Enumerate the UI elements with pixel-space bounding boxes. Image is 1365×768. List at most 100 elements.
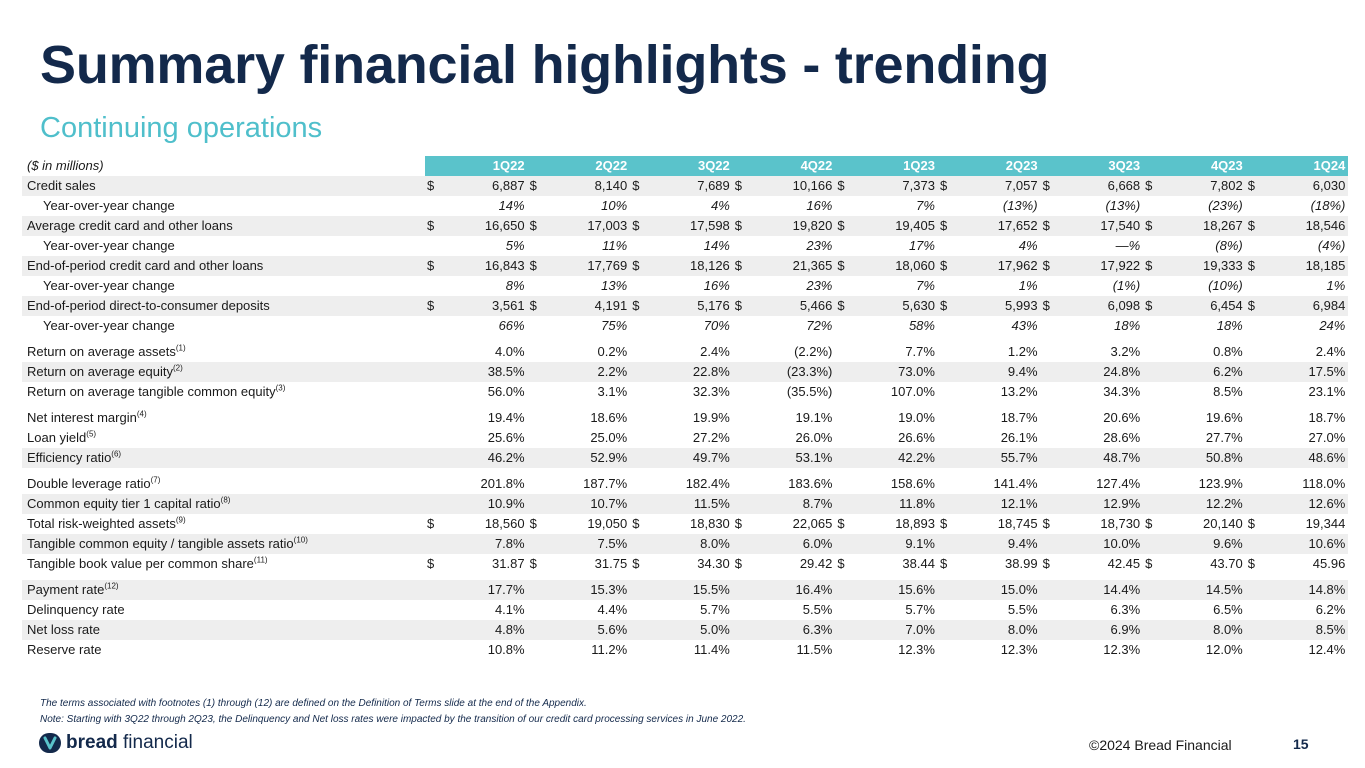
currency-symbol [1041,600,1053,620]
currency-symbol [630,236,642,256]
table-cell: 34.30 [697,556,730,571]
table-cell: 11.8% [847,494,938,514]
currency-symbol [835,236,847,256]
table-cell: 5.7% [700,602,730,617]
table-cell: 12.0% [1205,642,1243,657]
table-cell: 19,405 [847,216,938,236]
currency-symbol [938,382,950,402]
currency-symbol [1246,408,1258,428]
table-cell: 20,140 [1202,516,1243,531]
table-row: Return on average equity(2) 38.5% 2.2% 22.8… [22,362,1349,382]
currency-symbol: $ [527,216,540,236]
currency-symbol: $ [425,256,437,276]
currency-symbol [1143,382,1155,402]
currency-symbol [528,640,540,660]
table-cell: 10.0% [1052,534,1144,554]
currency-symbol [1143,362,1156,382]
table-cell: 10.9% [437,494,528,514]
currency-symbol [733,276,745,296]
table-cell: 17,962 [949,256,1041,276]
currency-symbol [1246,640,1258,660]
table-cell: 7% [916,278,935,293]
table-cell: 8.0% [642,534,733,554]
currency-symbol [937,620,950,640]
group-spacer [22,574,1349,580]
currency-symbol [425,276,437,296]
currency-symbol: $ [632,556,640,571]
table-cell: 8,140 [539,176,631,196]
currency-symbol [835,580,848,600]
table-cell: (35.5%) [786,384,833,399]
currency-symbol [835,342,847,362]
currency-symbol [1143,428,1155,448]
table-cell: 2.2% [539,362,631,382]
table-cell: 6.3% [744,620,836,640]
table-cell: 15.6% [847,580,938,600]
currency-symbol [1143,196,1155,216]
currency-symbol [835,362,848,382]
table-cell: 22,065 [792,516,833,531]
logo-wordmark: bread financial [66,732,193,753]
table-cell: 18,185 [1257,256,1349,276]
currency-symbol [733,600,745,620]
currency-symbol: $ [529,556,537,571]
table-cell: 1.2% [1007,344,1038,359]
footnote-terms: The terms associated with footnotes (1) … [40,698,587,709]
table-cell: 6,454 [1155,296,1246,316]
currency-symbol: $ [937,216,950,236]
currency-symbol [1245,494,1258,514]
table-cell: 10,166 [744,176,836,196]
table-cell: 4.0% [494,344,525,359]
currency-symbol [425,448,437,468]
currency-symbol: $ [529,516,537,531]
currency-symbol [732,448,745,468]
copyright-text: ©2024 Bread Financial [1089,737,1232,753]
currency-symbol [733,342,745,362]
currency-symbol [528,342,540,362]
table-cell: (23%) [1208,198,1243,213]
table-row: Reserve rate 10.8% 11.2% 11.4% 11.5% 12.3% 12.… [22,640,1348,660]
table-cell: 16% [806,198,833,213]
table-cell: 4.1% [494,602,525,617]
currency-symbol [1245,362,1258,382]
table-cell: 48.6% [1257,448,1349,468]
currency-symbol: $ [630,216,643,236]
bread-financial-logo: bread financial [38,731,218,755]
table-cell: 1% [1326,278,1346,293]
group-spacer [22,402,1349,408]
currency-symbol: $ [939,516,948,531]
currency-symbol [733,408,745,428]
row-label: Year-over-year change [43,278,175,293]
table-cell: 6.9% [1052,620,1144,640]
table-cell: 7.8% [437,534,528,554]
table-cell: 18,546 [1257,216,1349,236]
table-cell: 12.4% [1308,642,1346,657]
table-cell: (1%) [1112,278,1141,293]
currency-symbol [733,236,745,256]
table-cell: 23% [806,278,833,293]
table-cell: 17% [908,238,935,253]
footnote-ref: (11) [253,555,268,565]
period-header: 3Q23 [1040,156,1144,176]
table-cell: (2.2%) [794,344,833,359]
table-row: Return on average assets(1) 4.0% 0.2% 2.4% (… [22,342,1348,362]
currency-symbol: $ [527,296,540,316]
currency-symbol [732,534,745,554]
row-label: Payment rate(12) [22,580,425,600]
table-row: Return on average tangible common equity… [22,382,1348,402]
table-cell: 187.7% [583,476,628,491]
table-cell: 7,802 [1155,176,1246,196]
currency-symbol [425,580,437,600]
currency-symbol: $ [527,256,540,276]
currency-symbol [1246,196,1258,216]
footnote-ref: (4) [136,409,147,419]
table-cell: 17,003 [539,216,631,236]
currency-symbol: $ [937,256,950,276]
row-label: Efficiency ratio(6) [22,448,425,468]
currency-symbol [1041,382,1053,402]
table-cell: 6,030 [1257,176,1349,196]
currency-symbol [835,382,847,402]
table-cell: 0.2% [597,344,628,359]
currency-symbol [1246,342,1258,362]
table-cell: 183.6% [788,476,833,491]
